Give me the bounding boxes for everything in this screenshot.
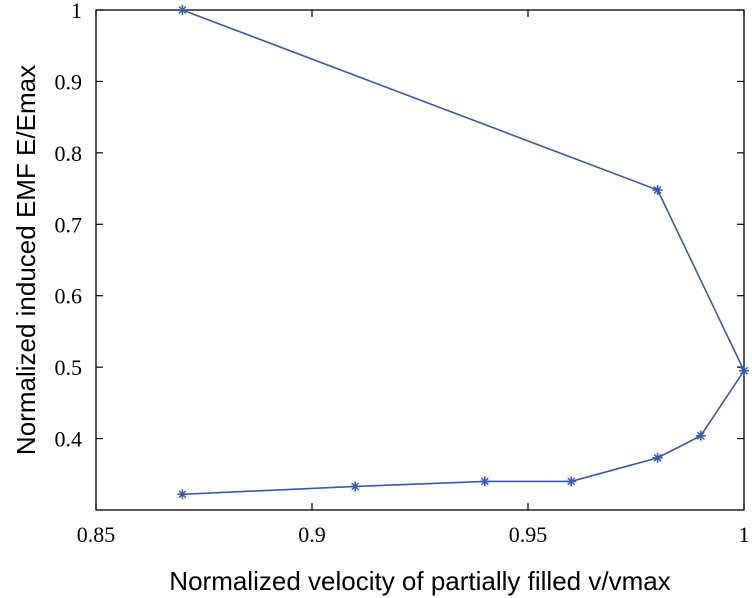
x-tick-label: 0.95 — [509, 522, 548, 547]
y-axis-ticks: 0.4 0.5 0.6 0.7 0.8 0.9 1 — [55, 0, 744, 452]
y-tick-label: 1 — [71, 0, 82, 23]
data-point-marker — [479, 476, 490, 487]
x-tick-label: 0.9 — [298, 522, 326, 547]
x-axis-title: Normalized velocity of partially filled … — [169, 566, 670, 596]
series-layer — [177, 5, 749, 500]
data-point-marker — [652, 185, 663, 195]
x-tick-label: 1 — [739, 522, 750, 547]
data-point-marker — [566, 476, 577, 487]
x-tick-label: 0.85 — [77, 522, 116, 547]
x-axis-ticks: 0.85 0.9 0.95 1 — [77, 10, 750, 547]
y-tick-label: 0.6 — [55, 284, 83, 309]
y-tick-label: 0.4 — [55, 427, 83, 452]
y-tick-label: 0.5 — [55, 355, 83, 380]
data-point-marker — [739, 365, 749, 376]
y-axis-title: Normalized induced EMF E/Emax — [11, 65, 41, 455]
data-point-marker — [177, 5, 188, 15]
y-tick-label: 0.9 — [55, 69, 83, 94]
data-point-marker — [652, 452, 663, 463]
y-tick-label: 0.7 — [55, 212, 83, 237]
y-tick-label: 0.8 — [55, 141, 83, 166]
data-point-marker — [695, 430, 706, 441]
plot-area — [95, 9, 745, 511]
data-point-marker — [350, 481, 361, 492]
data-point-marker — [177, 489, 188, 500]
